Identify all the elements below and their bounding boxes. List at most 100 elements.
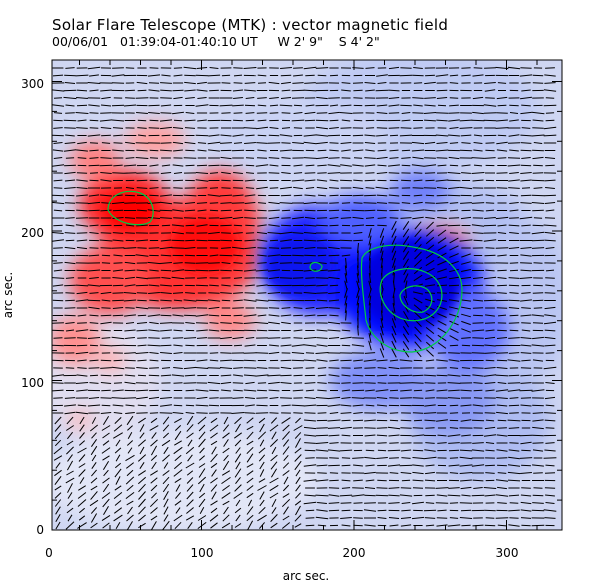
field-vector	[317, 74, 327, 77]
field-vector	[197, 416, 207, 425]
field-vector	[305, 104, 315, 107]
field-vector	[401, 502, 411, 504]
field-vector	[174, 521, 182, 530]
field-vector	[459, 239, 473, 242]
field-vector	[66, 470, 74, 476]
field-vector	[87, 82, 101, 84]
field-vector	[449, 335, 459, 341]
field-vector	[243, 359, 257, 362]
field-vector	[352, 164, 364, 167]
field-vector	[414, 348, 422, 358]
field-vector	[496, 141, 508, 145]
field-vector	[101, 425, 111, 431]
field-vector	[472, 232, 484, 234]
field-vector	[197, 515, 207, 521]
field-vector	[113, 507, 123, 514]
field-vector	[79, 424, 85, 432]
field-vector	[461, 306, 471, 310]
field-vector	[257, 314, 267, 317]
field-vector	[114, 500, 122, 506]
field-vector	[447, 494, 461, 497]
field-vector	[364, 209, 376, 212]
field-vector	[163, 498, 169, 508]
field-vector	[485, 472, 495, 474]
field-vector	[220, 142, 232, 144]
field-vector	[388, 517, 400, 519]
field-vector	[436, 284, 448, 287]
field-vector	[160, 292, 172, 294]
field-vector	[66, 507, 74, 514]
field-vector	[449, 237, 459, 244]
field-vector	[172, 127, 184, 129]
field-vector	[87, 201, 101, 205]
field-vector	[295, 417, 301, 424]
field-vector	[521, 359, 531, 362]
field-vector	[102, 432, 110, 439]
field-vector	[448, 217, 460, 219]
field-vector	[198, 424, 206, 432]
field-vector	[196, 396, 208, 400]
field-vector	[291, 179, 305, 182]
field-vector	[160, 352, 172, 354]
field-vector	[149, 299, 159, 302]
field-vector	[195, 269, 209, 272]
field-vector	[315, 434, 329, 437]
field-vector	[162, 476, 170, 485]
field-vector	[209, 424, 219, 432]
field-vector	[329, 142, 339, 144]
field-vector	[160, 299, 172, 302]
field-vector	[139, 446, 145, 455]
field-vector	[100, 172, 112, 174]
field-vector	[184, 74, 196, 77]
field-vector	[388, 494, 400, 497]
field-vector	[363, 359, 377, 362]
field-vector	[75, 382, 89, 384]
field-vector	[79, 416, 85, 425]
field-vector	[233, 172, 243, 174]
field-vector	[64, 232, 76, 234]
field-vector	[256, 231, 268, 235]
field-vector	[246, 431, 254, 440]
field-vector	[449, 276, 459, 280]
field-vector	[243, 67, 257, 69]
field-vector	[186, 432, 194, 439]
field-vector	[391, 348, 397, 358]
field-vector	[304, 216, 316, 220]
field-vector	[413, 419, 423, 422]
field-vector	[270, 454, 278, 462]
field-vector	[437, 434, 447, 437]
field-vector	[112, 277, 124, 279]
field-vector	[148, 284, 160, 287]
field-vector	[149, 321, 159, 325]
field-vector	[484, 157, 496, 159]
field-vector	[472, 96, 484, 100]
field-vector	[90, 491, 98, 500]
field-vector	[339, 494, 353, 497]
field-vector	[280, 359, 292, 362]
field-vector	[199, 506, 205, 515]
field-vector	[344, 295, 348, 306]
field-vector	[352, 134, 364, 137]
field-vector	[425, 359, 435, 362]
field-vector	[449, 517, 459, 519]
field-vector	[341, 479, 351, 482]
field-vector	[364, 157, 376, 159]
field-vector	[376, 127, 388, 129]
field-vector	[388, 164, 400, 167]
field-vector	[209, 172, 219, 174]
field-vector	[102, 460, 110, 471]
field-vector	[485, 329, 495, 332]
field-vector	[303, 464, 317, 467]
field-vector	[509, 149, 519, 152]
field-vector	[426, 349, 434, 357]
field-vector	[461, 172, 471, 174]
field-vector	[89, 119, 99, 122]
field-vector	[303, 426, 317, 430]
field-vector	[112, 269, 124, 272]
field-vector	[89, 292, 99, 294]
field-vector	[340, 336, 352, 340]
field-vector	[380, 243, 384, 253]
field-vector	[425, 397, 435, 399]
field-vector	[89, 179, 99, 182]
field-vector	[234, 507, 242, 514]
